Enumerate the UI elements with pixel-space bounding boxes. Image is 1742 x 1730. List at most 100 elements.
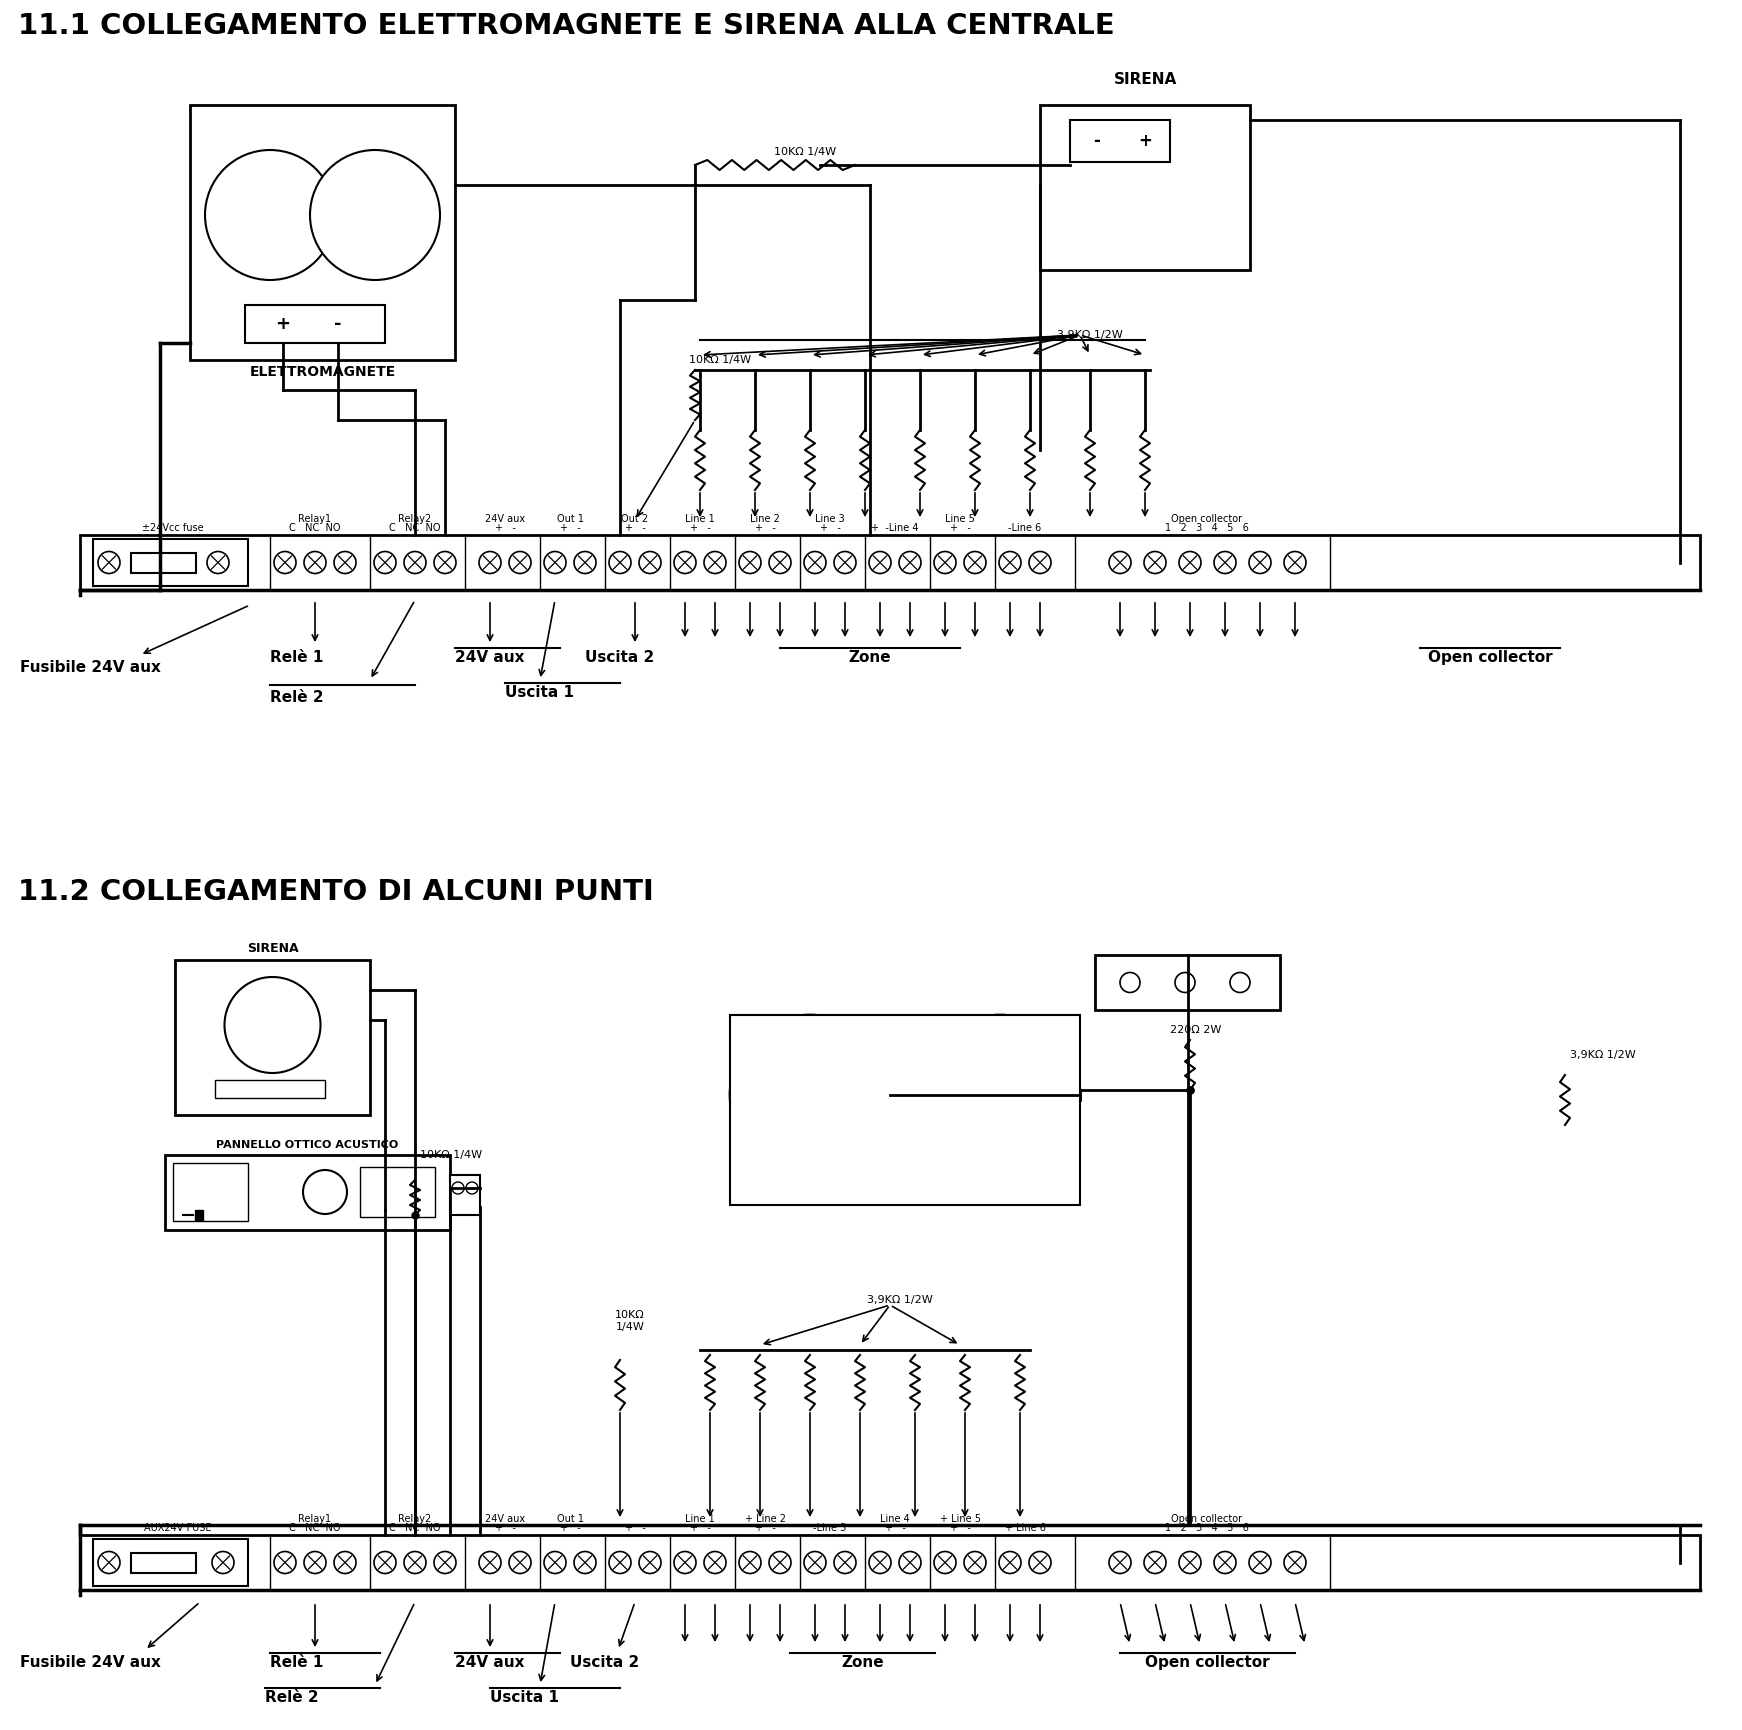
Text: Out 2: Out 2	[622, 514, 648, 524]
Circle shape	[207, 552, 228, 574]
Text: Relay2: Relay2	[399, 1514, 432, 1524]
Text: Relay2: Relay2	[399, 514, 432, 524]
Circle shape	[273, 1552, 296, 1574]
Circle shape	[1179, 1552, 1200, 1574]
Circle shape	[814, 1090, 822, 1100]
Circle shape	[1179, 552, 1200, 574]
Polygon shape	[195, 1209, 204, 1220]
Circle shape	[225, 977, 321, 1073]
Text: PANNELLO OTTICO ACUSTICO: PANNELLO OTTICO ACUSTICO	[216, 1140, 399, 1150]
Text: Open collector: Open collector	[1144, 1656, 1270, 1669]
Circle shape	[434, 552, 456, 574]
Circle shape	[984, 1090, 995, 1100]
Circle shape	[1110, 552, 1131, 574]
Circle shape	[1030, 1552, 1050, 1574]
Bar	[746, 1078, 874, 1112]
Text: 10KΩ 1/4W: 10KΩ 1/4W	[688, 355, 751, 365]
Circle shape	[479, 552, 502, 574]
Text: Uscita 2: Uscita 2	[585, 650, 655, 664]
Text: Line 2: Line 2	[751, 514, 780, 524]
Circle shape	[934, 552, 956, 574]
Circle shape	[305, 552, 326, 574]
Bar	[172, 1163, 247, 1221]
Text: Relay1: Relay1	[298, 514, 331, 524]
Text: 24V aux: 24V aux	[484, 1514, 524, 1524]
Bar	[80, 1535, 1700, 1590]
Text: +   -: + -	[559, 522, 580, 533]
Text: Fusibile 24V aux: Fusibile 24V aux	[19, 1656, 160, 1669]
Bar	[190, 106, 455, 360]
Circle shape	[451, 1182, 463, 1194]
Bar	[214, 1080, 326, 1099]
Circle shape	[834, 552, 855, 574]
Text: 3,9KΩ 1/2W: 3,9KΩ 1/2W	[1570, 1050, 1636, 1060]
Bar	[1096, 955, 1280, 1010]
Circle shape	[998, 552, 1021, 574]
Circle shape	[730, 1016, 890, 1175]
Circle shape	[768, 1552, 791, 1574]
Text: Line 1: Line 1	[685, 1514, 714, 1524]
Text: Line 3: Line 3	[815, 514, 845, 524]
Text: Uscita 1: Uscita 1	[505, 685, 575, 701]
Text: +   -: + -	[754, 522, 775, 533]
Text: Line 4: Line 4	[880, 1514, 909, 1524]
Circle shape	[1214, 1552, 1237, 1574]
Text: Zone: Zone	[848, 650, 892, 664]
Circle shape	[739, 552, 761, 574]
Text: C   NC  NO: C NC NO	[289, 1522, 341, 1533]
Circle shape	[920, 1016, 1080, 1175]
Text: 10KΩ
1/4W: 10KΩ 1/4W	[615, 1310, 645, 1332]
Text: Relè 2: Relè 2	[265, 1690, 319, 1706]
Text: +   -: + -	[690, 522, 711, 533]
Text: + Line 6: + Line 6	[1005, 1522, 1045, 1533]
Circle shape	[1230, 972, 1251, 993]
Circle shape	[98, 1552, 120, 1574]
Bar	[131, 552, 197, 573]
Text: C   NC  NO: C NC NO	[289, 522, 341, 533]
Circle shape	[1284, 1552, 1306, 1574]
Text: 10KΩ 1/4W: 10KΩ 1/4W	[420, 1150, 483, 1161]
Bar	[165, 1156, 449, 1230]
Circle shape	[777, 1090, 787, 1100]
Circle shape	[739, 1552, 761, 1574]
Text: +   -: + -	[495, 1522, 516, 1533]
Text: AUX24V FUSE: AUX24V FUSE	[145, 1522, 213, 1533]
Circle shape	[509, 1552, 531, 1574]
Text: Relè 1: Relè 1	[270, 1656, 324, 1669]
Text: C   NC  NO: C NC NO	[388, 522, 441, 533]
Bar	[449, 1175, 481, 1214]
Text: C   NC  NO: C NC NO	[388, 1522, 441, 1533]
Text: 24V aux: 24V aux	[455, 1656, 524, 1669]
Circle shape	[1144, 1552, 1165, 1574]
Text: Out 1: Out 1	[556, 1514, 584, 1524]
Circle shape	[98, 552, 120, 574]
Text: Uscita 1: Uscita 1	[490, 1690, 559, 1706]
Text: 10KΩ 1/4W: 10KΩ 1/4W	[773, 147, 836, 157]
Bar	[361, 1168, 436, 1216]
Circle shape	[544, 552, 566, 574]
Text: +   -: + -	[625, 522, 646, 533]
Circle shape	[753, 1036, 868, 1152]
Bar	[1070, 119, 1171, 163]
Text: + Line 2: + Line 2	[744, 1514, 786, 1524]
Bar	[174, 960, 369, 1116]
Circle shape	[768, 552, 791, 574]
Text: Line 1: Line 1	[685, 514, 714, 524]
Text: SIRENA: SIRENA	[247, 943, 298, 955]
Circle shape	[805, 1552, 826, 1574]
Text: +   -: + -	[819, 522, 840, 533]
Text: Zone: Zone	[841, 1656, 885, 1669]
Text: Open collector: Open collector	[1171, 1514, 1242, 1524]
Circle shape	[610, 552, 631, 574]
Text: +: +	[1138, 131, 1151, 151]
Circle shape	[834, 1552, 855, 1574]
Circle shape	[404, 1552, 427, 1574]
Text: + Line 5: + Line 5	[939, 1514, 981, 1524]
Text: Out 1: Out 1	[556, 514, 584, 524]
Circle shape	[899, 1552, 922, 1574]
Bar	[131, 1552, 197, 1573]
Circle shape	[479, 1552, 502, 1574]
Circle shape	[1176, 972, 1195, 993]
Circle shape	[213, 1552, 233, 1574]
Circle shape	[1120, 972, 1139, 993]
